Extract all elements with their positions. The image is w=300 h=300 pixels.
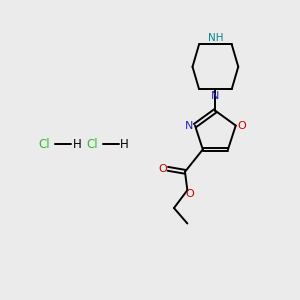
Text: Cl: Cl	[39, 138, 50, 151]
Text: H: H	[73, 138, 82, 151]
Text: O: O	[185, 189, 194, 199]
Text: Cl: Cl	[86, 138, 98, 151]
Text: O: O	[158, 164, 167, 174]
Text: O: O	[237, 121, 246, 130]
Text: NH: NH	[208, 33, 223, 43]
Text: N: N	[185, 121, 193, 130]
Text: H: H	[120, 138, 129, 151]
Text: N: N	[211, 91, 220, 100]
